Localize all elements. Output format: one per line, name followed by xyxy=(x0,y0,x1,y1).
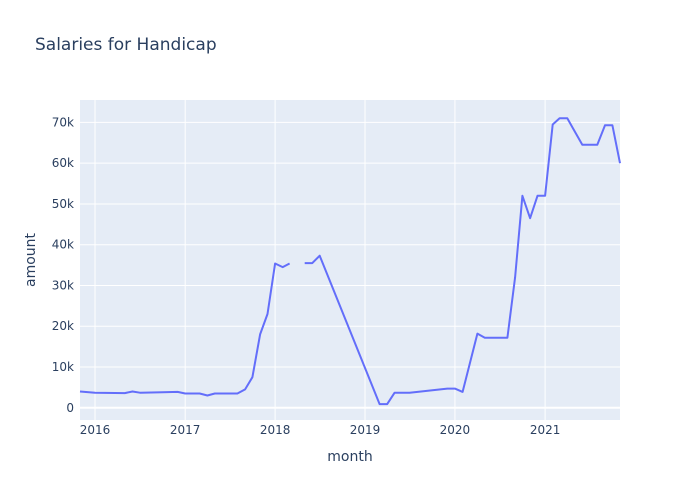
x-axis-title: month xyxy=(327,449,372,465)
y-tick-label: 30k xyxy=(52,278,74,292)
x-tick-label: 2020 xyxy=(440,423,471,437)
y-tick-label: 50k xyxy=(52,197,74,211)
x-tick-label: 2021 xyxy=(530,423,561,437)
gridlines xyxy=(80,100,620,420)
plot-area xyxy=(80,100,620,420)
y-axis-ticks: 0 10k 20k 30k 40k 50k 60k 70k xyxy=(52,115,74,414)
x-tick-label: 2019 xyxy=(350,423,381,437)
y-axis-title: amount xyxy=(23,232,39,287)
series-lines xyxy=(79,117,621,406)
y-tick-label: 70k xyxy=(52,115,74,129)
y-tick-label: 40k xyxy=(52,238,74,252)
y-tick-label: 10k xyxy=(52,360,74,374)
y-tick-label: 0 xyxy=(66,401,74,415)
series-line-segment xyxy=(304,117,621,406)
series-line-segment xyxy=(79,262,291,397)
y-tick-label: 60k xyxy=(52,156,74,170)
x-tick-label: 2018 xyxy=(260,423,291,437)
x-tick-label: 2016 xyxy=(80,423,111,437)
x-axis-ticks: 2016 2017 2018 2019 2020 2021 xyxy=(80,423,561,437)
chart-title: Salaries for Handicap xyxy=(35,35,217,55)
x-tick-label: 2017 xyxy=(170,423,201,437)
y-tick-label: 20k xyxy=(52,319,74,333)
